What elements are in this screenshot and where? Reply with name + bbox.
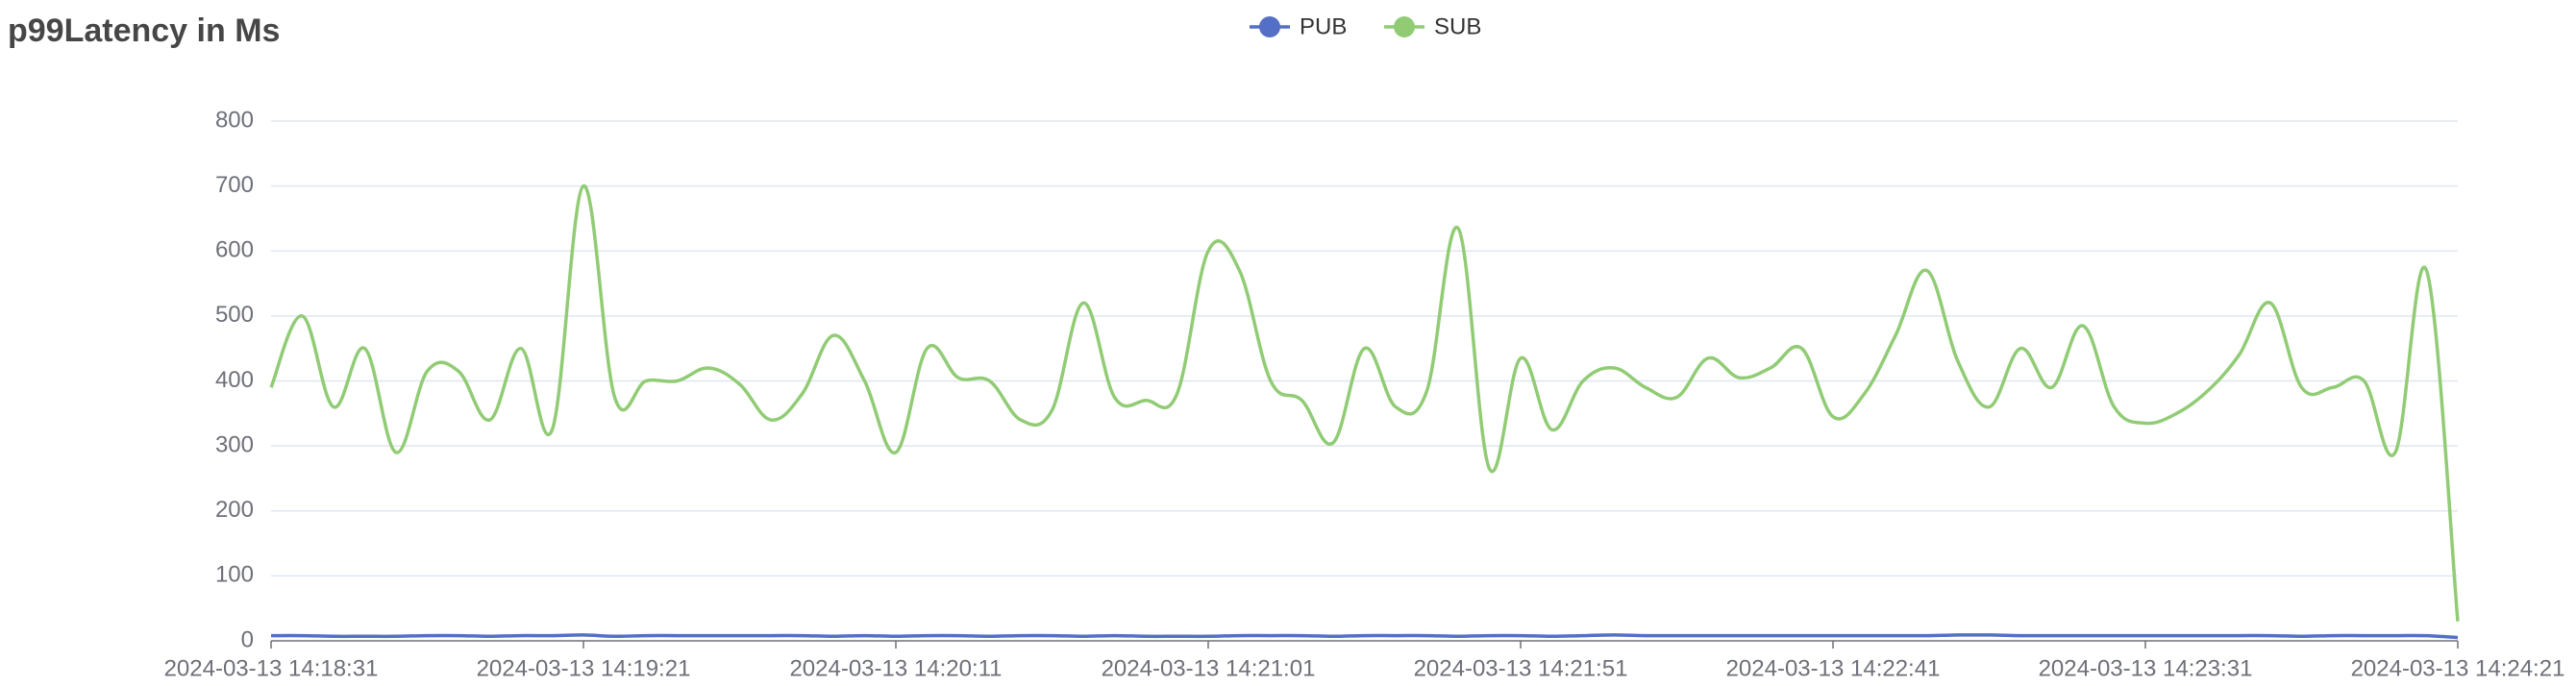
legend-label: PUB <box>1300 13 1347 39</box>
y-tick-label: 300 <box>215 431 254 457</box>
x-tick-label: 2024-03-13 14:21:01 <box>1102 655 1316 681</box>
x-tick-label: 2024-03-13 14:20:11 <box>789 655 1002 681</box>
y-tick-label: 700 <box>215 172 254 198</box>
y-tick-label: 0 <box>241 626 254 652</box>
x-tick-label: 2024-03-13 14:22:41 <box>1726 655 1941 681</box>
y-tick-label: 400 <box>215 367 254 393</box>
x-tick-label: 2024-03-13 14:24:21 <box>2351 655 2565 681</box>
series-line <box>270 633 2459 640</box>
legend-label: SUB <box>1434 13 1481 39</box>
x-tick-label: 2024-03-13 14:23:31 <box>2039 655 2253 681</box>
y-tick-label: 100 <box>215 562 254 588</box>
legend-marker <box>1394 16 1415 37</box>
chart-title: p99Latency in Ms <box>8 12 280 49</box>
y-tick-label: 500 <box>215 302 254 328</box>
series-line <box>269 184 2460 622</box>
y-tick-label: 200 <box>215 497 254 523</box>
x-tick-label: 2024-03-13 14:19:21 <box>477 655 691 681</box>
legend-marker <box>1259 16 1280 37</box>
y-tick-label: 600 <box>215 237 254 263</box>
x-tick-label: 2024-03-13 14:18:31 <box>164 655 379 681</box>
y-tick-label: 800 <box>215 107 254 133</box>
x-tick-label: 2024-03-13 14:21:51 <box>1414 655 1628 681</box>
